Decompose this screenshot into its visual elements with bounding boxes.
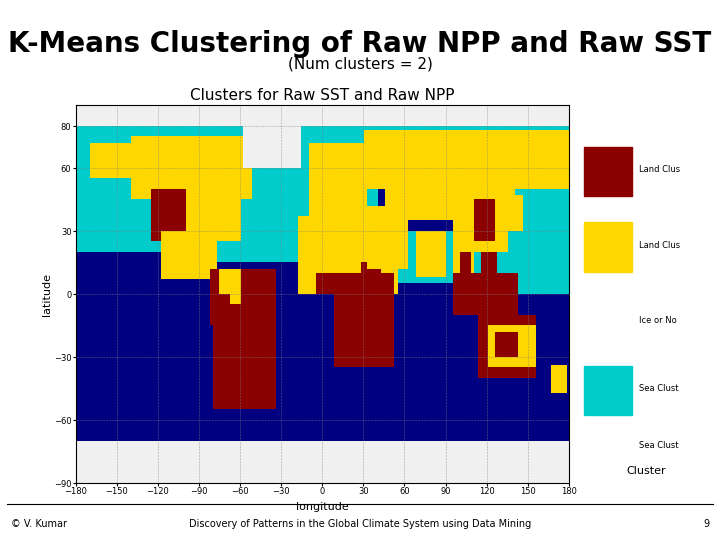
Text: Discovery of Patterns in the Global Climate System using Data Mining: Discovery of Patterns in the Global Clim… [189, 519, 531, 529]
Text: Land Clus: Land Clus [639, 241, 680, 249]
Title: Clusters for Raw SST and Raw NPP: Clusters for Raw SST and Raw NPP [190, 87, 454, 103]
Text: Land Clus: Land Clus [639, 165, 680, 174]
Text: 9: 9 [703, 519, 709, 529]
Text: Cluster: Cluster [626, 465, 666, 476]
Text: Sea Clust: Sea Clust [639, 384, 678, 393]
X-axis label: longitude: longitude [296, 502, 348, 512]
Bar [585, 222, 632, 272]
Text: Sea Clust: Sea Clust [639, 441, 678, 450]
Bar [585, 366, 632, 415]
Text: K-Means Clustering of Raw NPP and Raw SST: K-Means Clustering of Raw NPP and Raw SS… [9, 30, 711, 58]
Bar [585, 147, 632, 196]
Text: (Num clusters = 2): (Num clusters = 2) [287, 57, 433, 72]
Text: © V. Kumar: © V. Kumar [11, 519, 67, 529]
Text: Ice or No: Ice or No [639, 316, 677, 325]
Y-axis label: latitude: latitude [42, 273, 53, 316]
